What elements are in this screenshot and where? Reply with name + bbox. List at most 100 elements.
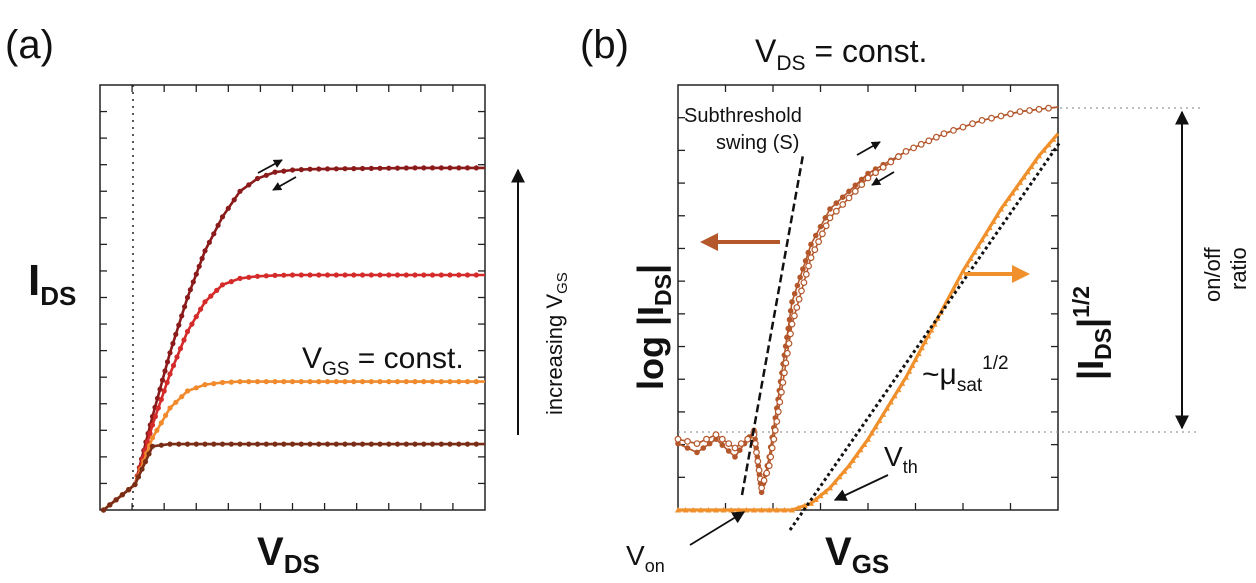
panel-b-marker [822, 488, 829, 495]
panel-a-marker [412, 441, 418, 447]
b-sweep-reverse-arrow [871, 171, 895, 186]
panel-a-marker [263, 441, 269, 447]
panel-b-marker [684, 445, 691, 451]
panel-a-marker [225, 205, 231, 211]
panel-b-ticks [678, 85, 1058, 510]
panel-a-marker [237, 188, 243, 194]
panel-a-marker [377, 272, 383, 278]
panel-b-marker [693, 440, 701, 448]
panel-b-marker [826, 214, 834, 222]
panel-a-marker [179, 394, 185, 400]
panel-a-marker [403, 379, 409, 385]
panel-b-marker [782, 359, 790, 367]
vgs-const-annotation: VGS = const. [302, 342, 464, 380]
panel-b-marker [895, 386, 902, 393]
panel-b-marker [779, 379, 787, 386]
panel-a-marker [173, 331, 179, 337]
panel-a-marker [368, 379, 374, 385]
panel-a-marker [281, 168, 287, 174]
panel-a-marker [100, 507, 107, 513]
panel-b-marker [928, 327, 935, 333]
panel-a-marker [155, 405, 161, 411]
panel-a-marker [464, 165, 471, 171]
panel-a-marker [237, 275, 243, 281]
panel-a-marker [184, 328, 191, 335]
panel-b-marker [917, 140, 925, 148]
panel-a-marker [394, 272, 401, 278]
panel-a-marker [164, 359, 171, 365]
panel-b-marker [802, 258, 809, 264]
panel-a-marker [403, 441, 409, 447]
panel-b-marker [841, 468, 848, 474]
panel-a-marker [162, 368, 168, 374]
panel-b-marker [817, 492, 824, 499]
von-label: Von [626, 540, 665, 576]
panel-a-marker [202, 441, 208, 447]
panel-a-series-line [102, 166, 485, 512]
panel-a-marker [438, 165, 444, 171]
panel-b-marker [1040, 147, 1047, 153]
panel-a-marker [447, 441, 453, 447]
panel-b-marker [789, 299, 795, 305]
panel-a-ticks [100, 85, 485, 510]
panel-b-marker [845, 194, 853, 202]
panel-b-marker [731, 444, 739, 452]
panel-a-marker [149, 422, 156, 428]
panel-a-marker [176, 441, 182, 447]
panel-b-marker [758, 507, 765, 513]
panel-b-series-line [678, 132, 1060, 512]
panel-b-marker [774, 408, 782, 416]
panel-b-marker [922, 338, 928, 345]
panel-a-marker [246, 379, 252, 385]
panel-a-ylabel: IDS [28, 256, 76, 311]
panel-a-marker [206, 239, 212, 245]
panel-a-marker [359, 441, 366, 447]
panel-b-marker [1009, 190, 1016, 196]
panel-b-marker [1050, 136, 1057, 142]
panel-a-marker [113, 497, 119, 503]
panel-b-marker [781, 507, 788, 513]
panel-a-marker [182, 304, 188, 310]
panel-b-marker [822, 215, 829, 221]
panel-a-marker [281, 272, 287, 278]
panel-a-marker [421, 272, 427, 278]
panel-b-marker [771, 426, 779, 434]
panel-b-marker [751, 507, 757, 513]
panel-a-marker [219, 441, 226, 447]
panel-b-marker [801, 502, 808, 509]
panel-b-marker [925, 332, 932, 339]
panel-b-marker [832, 207, 840, 215]
panel-a-marker [316, 166, 322, 172]
panel-b-marker [755, 466, 763, 474]
panel-b-marker [979, 236, 985, 243]
panel-a-marker [167, 371, 173, 377]
panel-a-marker [167, 441, 173, 447]
panel-a-series-line [102, 273, 485, 512]
panel-b-marker [725, 448, 732, 454]
panel-a-marker [198, 306, 204, 312]
panel-a-series-line [102, 442, 485, 512]
panel-a-marker [456, 441, 462, 447]
panel-b-marker [846, 188, 852, 195]
panel-b-marker [805, 249, 812, 256]
panel-a-marker [342, 166, 348, 172]
panel-a-marker [167, 350, 173, 356]
panel-b-marker [978, 116, 986, 124]
panel-b-marker [909, 362, 916, 368]
panel-b-marker [754, 457, 762, 465]
panel-a-marker [147, 430, 153, 437]
panel-a-marker [289, 379, 296, 385]
ss-label-line2: swing (S) [716, 132, 799, 154]
panel-a-marker [324, 441, 331, 447]
panel-a-marker [254, 175, 261, 182]
panel-b-marker [865, 170, 871, 177]
panel-a-marker [164, 379, 170, 386]
panel-a-marker [412, 272, 418, 278]
panel-a-marker [342, 441, 348, 447]
panel-b-marker [988, 114, 995, 122]
panel-a-marker [190, 279, 196, 285]
panel-a-marker [184, 388, 191, 394]
panel-a-marker [333, 272, 339, 278]
panel-a-marker [237, 379, 243, 385]
panel-a-marker [254, 379, 261, 385]
